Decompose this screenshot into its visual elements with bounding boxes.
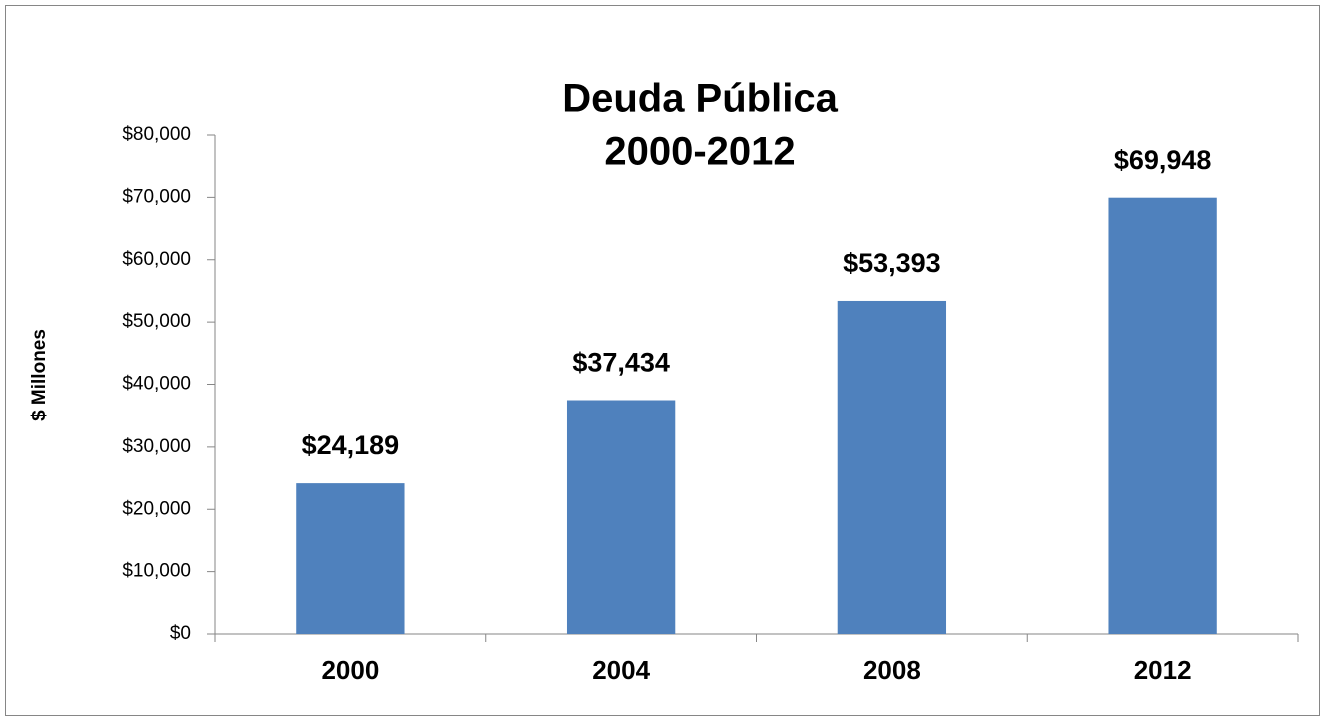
- y-tick-label: $10,000: [122, 561, 191, 582]
- value-label: $24,189: [302, 430, 400, 460]
- x-tick-label: 2000: [321, 655, 379, 685]
- x-tick-label: 2004: [592, 655, 650, 685]
- y-tick-label: $60,000: [122, 249, 191, 270]
- y-tick-label: $50,000: [122, 311, 191, 332]
- y-tick-label: $20,000: [122, 498, 191, 519]
- x-tick-label: 2008: [863, 655, 921, 685]
- chart-subtitle: 2000-2012: [604, 130, 795, 174]
- value-label: $37,434: [572, 348, 670, 378]
- value-label: $69,948: [1114, 145, 1212, 175]
- value-label: $53,393: [843, 248, 941, 278]
- bar: [566, 400, 676, 634]
- y-axis-label: $ Millones: [29, 329, 50, 421]
- y-tick-label: $30,000: [122, 436, 191, 457]
- y-tick-label: $70,000: [122, 186, 191, 207]
- y-tick-label: $40,000: [122, 374, 191, 395]
- chart-title: Deuda Pública: [562, 77, 838, 121]
- y-tick-label: $80,000: [122, 124, 191, 145]
- bar: [296, 483, 405, 634]
- y-tick-label: $0: [170, 623, 191, 644]
- bar: [1108, 197, 1217, 635]
- bar: [837, 300, 947, 634]
- x-tick-label: 2012: [1134, 655, 1192, 685]
